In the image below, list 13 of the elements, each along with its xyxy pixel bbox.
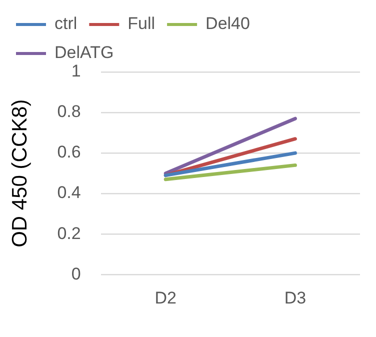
legend-label: ctrl (54, 14, 78, 34)
y-tick-label: 1 (71, 62, 81, 81)
legend-label: Del40 (206, 14, 250, 34)
y-axis-title: OD 450 (CCK8) (8, 99, 32, 248)
legend-label: Full (128, 14, 156, 34)
y-tick-label: 0.4 (57, 183, 81, 202)
y-tick-label: 0.8 (57, 102, 81, 122)
x-tick-label: D3 (284, 288, 306, 308)
legend-label: DelATG (54, 43, 114, 62)
y-tick-label: 0.6 (57, 142, 81, 162)
y-tick-label: 0 (71, 264, 81, 284)
y-tick-label: 0.2 (57, 224, 81, 243)
x-tick-label: D2 (154, 288, 176, 308)
